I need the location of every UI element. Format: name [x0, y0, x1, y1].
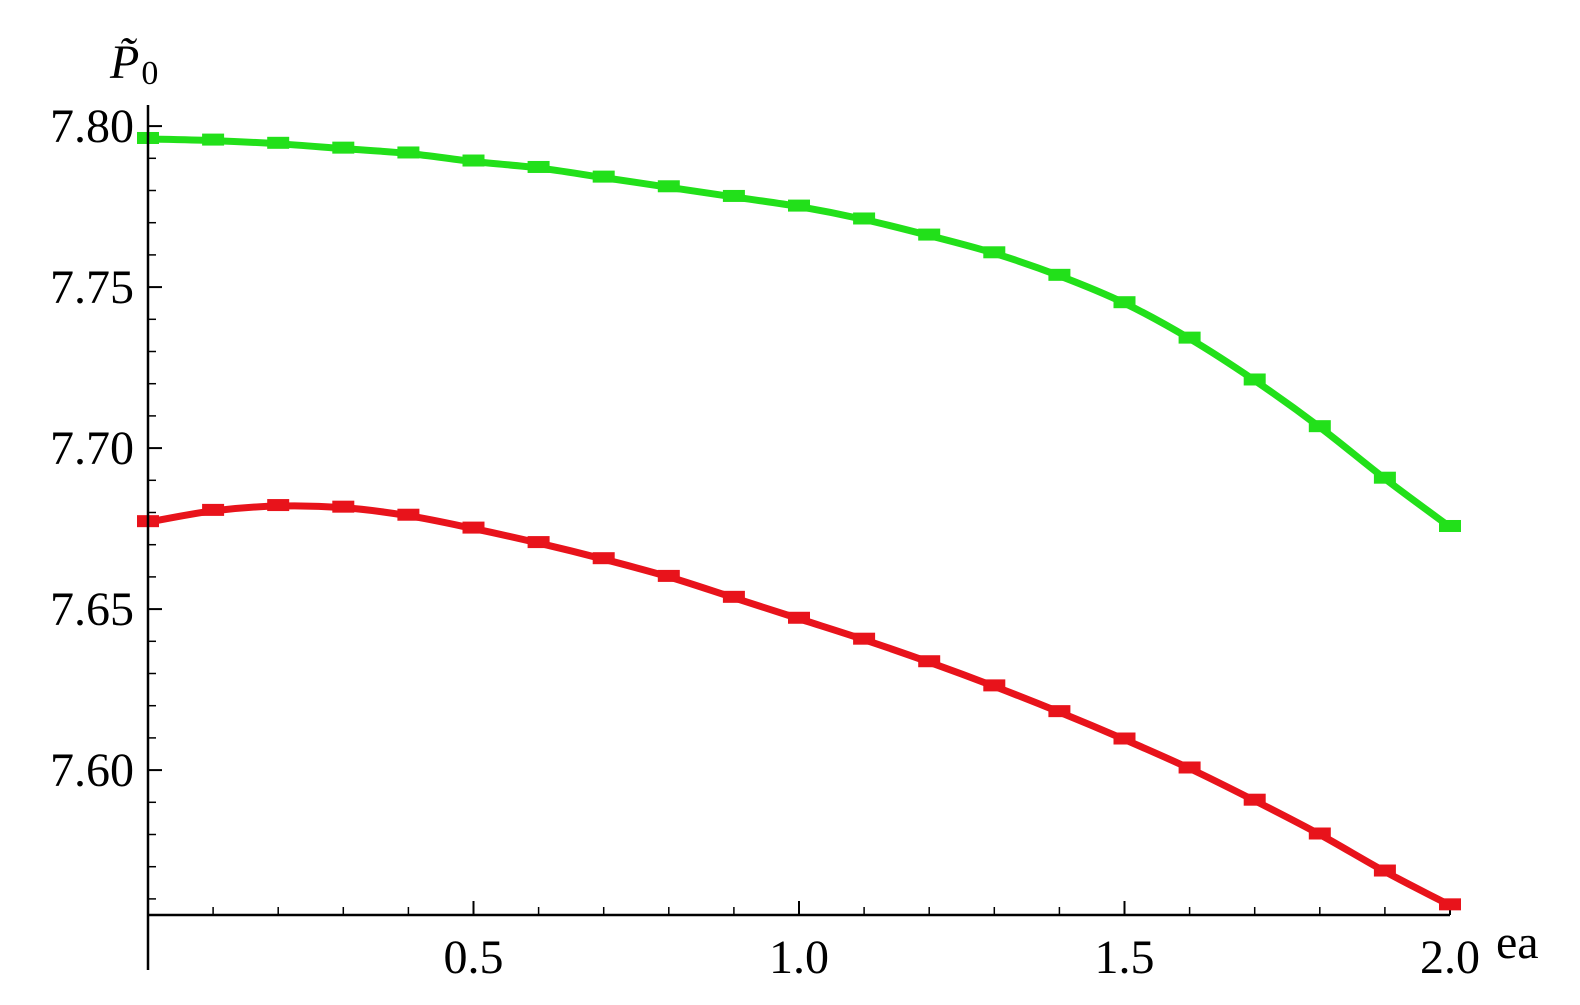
series-1-point: [983, 246, 1006, 259]
series-1-point: [918, 228, 941, 241]
axis-ticks: 0.5 1.0 1.5 2.0 7.60 7.65 7.70 7.75 7.80: [50, 100, 1480, 984]
series-2-point: [592, 552, 615, 565]
series-2-point: [983, 679, 1006, 692]
series-2-point: [1113, 732, 1136, 745]
series-2-point: [267, 499, 290, 512]
series-2-point: [527, 536, 550, 549]
series-1-point: [788, 199, 810, 212]
y-tick-label: 7.75: [50, 261, 134, 314]
x-tick-label: 0.5: [444, 931, 504, 984]
x-tick-label: 2.0: [1420, 931, 1480, 984]
y-tick-label: 7.70: [50, 422, 134, 475]
series-1: [137, 131, 1461, 532]
series-2: [137, 499, 1461, 911]
series-1-point: [1439, 519, 1461, 532]
series-2-point: [397, 508, 420, 521]
series-1-point: [722, 189, 745, 202]
series-2-point: [918, 655, 941, 668]
series-1-point: [592, 170, 615, 183]
series-1-point: [462, 154, 485, 167]
y-axis-label-subscript: 0: [141, 55, 158, 92]
series-1-point: [1113, 296, 1136, 309]
series-2-point: [1048, 705, 1071, 718]
series-1-point: [527, 160, 550, 173]
series-2-point: [722, 590, 745, 603]
y-tick-label: 7.65: [50, 583, 134, 636]
series-1-point: [202, 133, 225, 146]
series-1-point: [853, 212, 876, 225]
axis-labels: ea P̃0: [109, 36, 1539, 969]
series-2-point: [462, 521, 485, 534]
x-tick-label: 1.5: [1095, 931, 1155, 984]
axes: [146, 105, 1450, 970]
series-2-point: [1308, 827, 1331, 840]
series-1-point: [657, 180, 680, 193]
series-2-point: [1243, 793, 1266, 806]
series-2-point: [1439, 898, 1461, 911]
y-tick-label: 7.60: [50, 744, 134, 797]
series-1-point: [1243, 373, 1266, 386]
series-1-point: [1373, 471, 1396, 484]
series-1-point: [1048, 268, 1071, 281]
series-2-point: [1373, 864, 1396, 877]
y-axis-label-symbol: P̃: [109, 36, 139, 89]
x-axis-label: ea: [1496, 916, 1539, 969]
series-2-line: [144, 502, 1454, 909]
series-2-point: [788, 611, 810, 624]
series-2-point: [853, 632, 876, 645]
y-tick-label: 7.80: [50, 100, 134, 153]
x-tick-label: 1.0: [769, 931, 829, 984]
series-layer: [137, 131, 1461, 911]
series-2-point: [202, 503, 225, 516]
series-1-point: [397, 146, 420, 159]
series-2-point: [1178, 761, 1201, 774]
series-2-point: [657, 569, 680, 582]
series-1-point: [1178, 331, 1201, 344]
series-1-line: [144, 135, 1454, 531]
y-axis-label: P̃0: [109, 36, 158, 92]
series-1-point: [332, 141, 355, 154]
series-1-point: [1308, 420, 1331, 433]
series-2-point: [332, 500, 355, 513]
series-1-point: [267, 136, 290, 149]
